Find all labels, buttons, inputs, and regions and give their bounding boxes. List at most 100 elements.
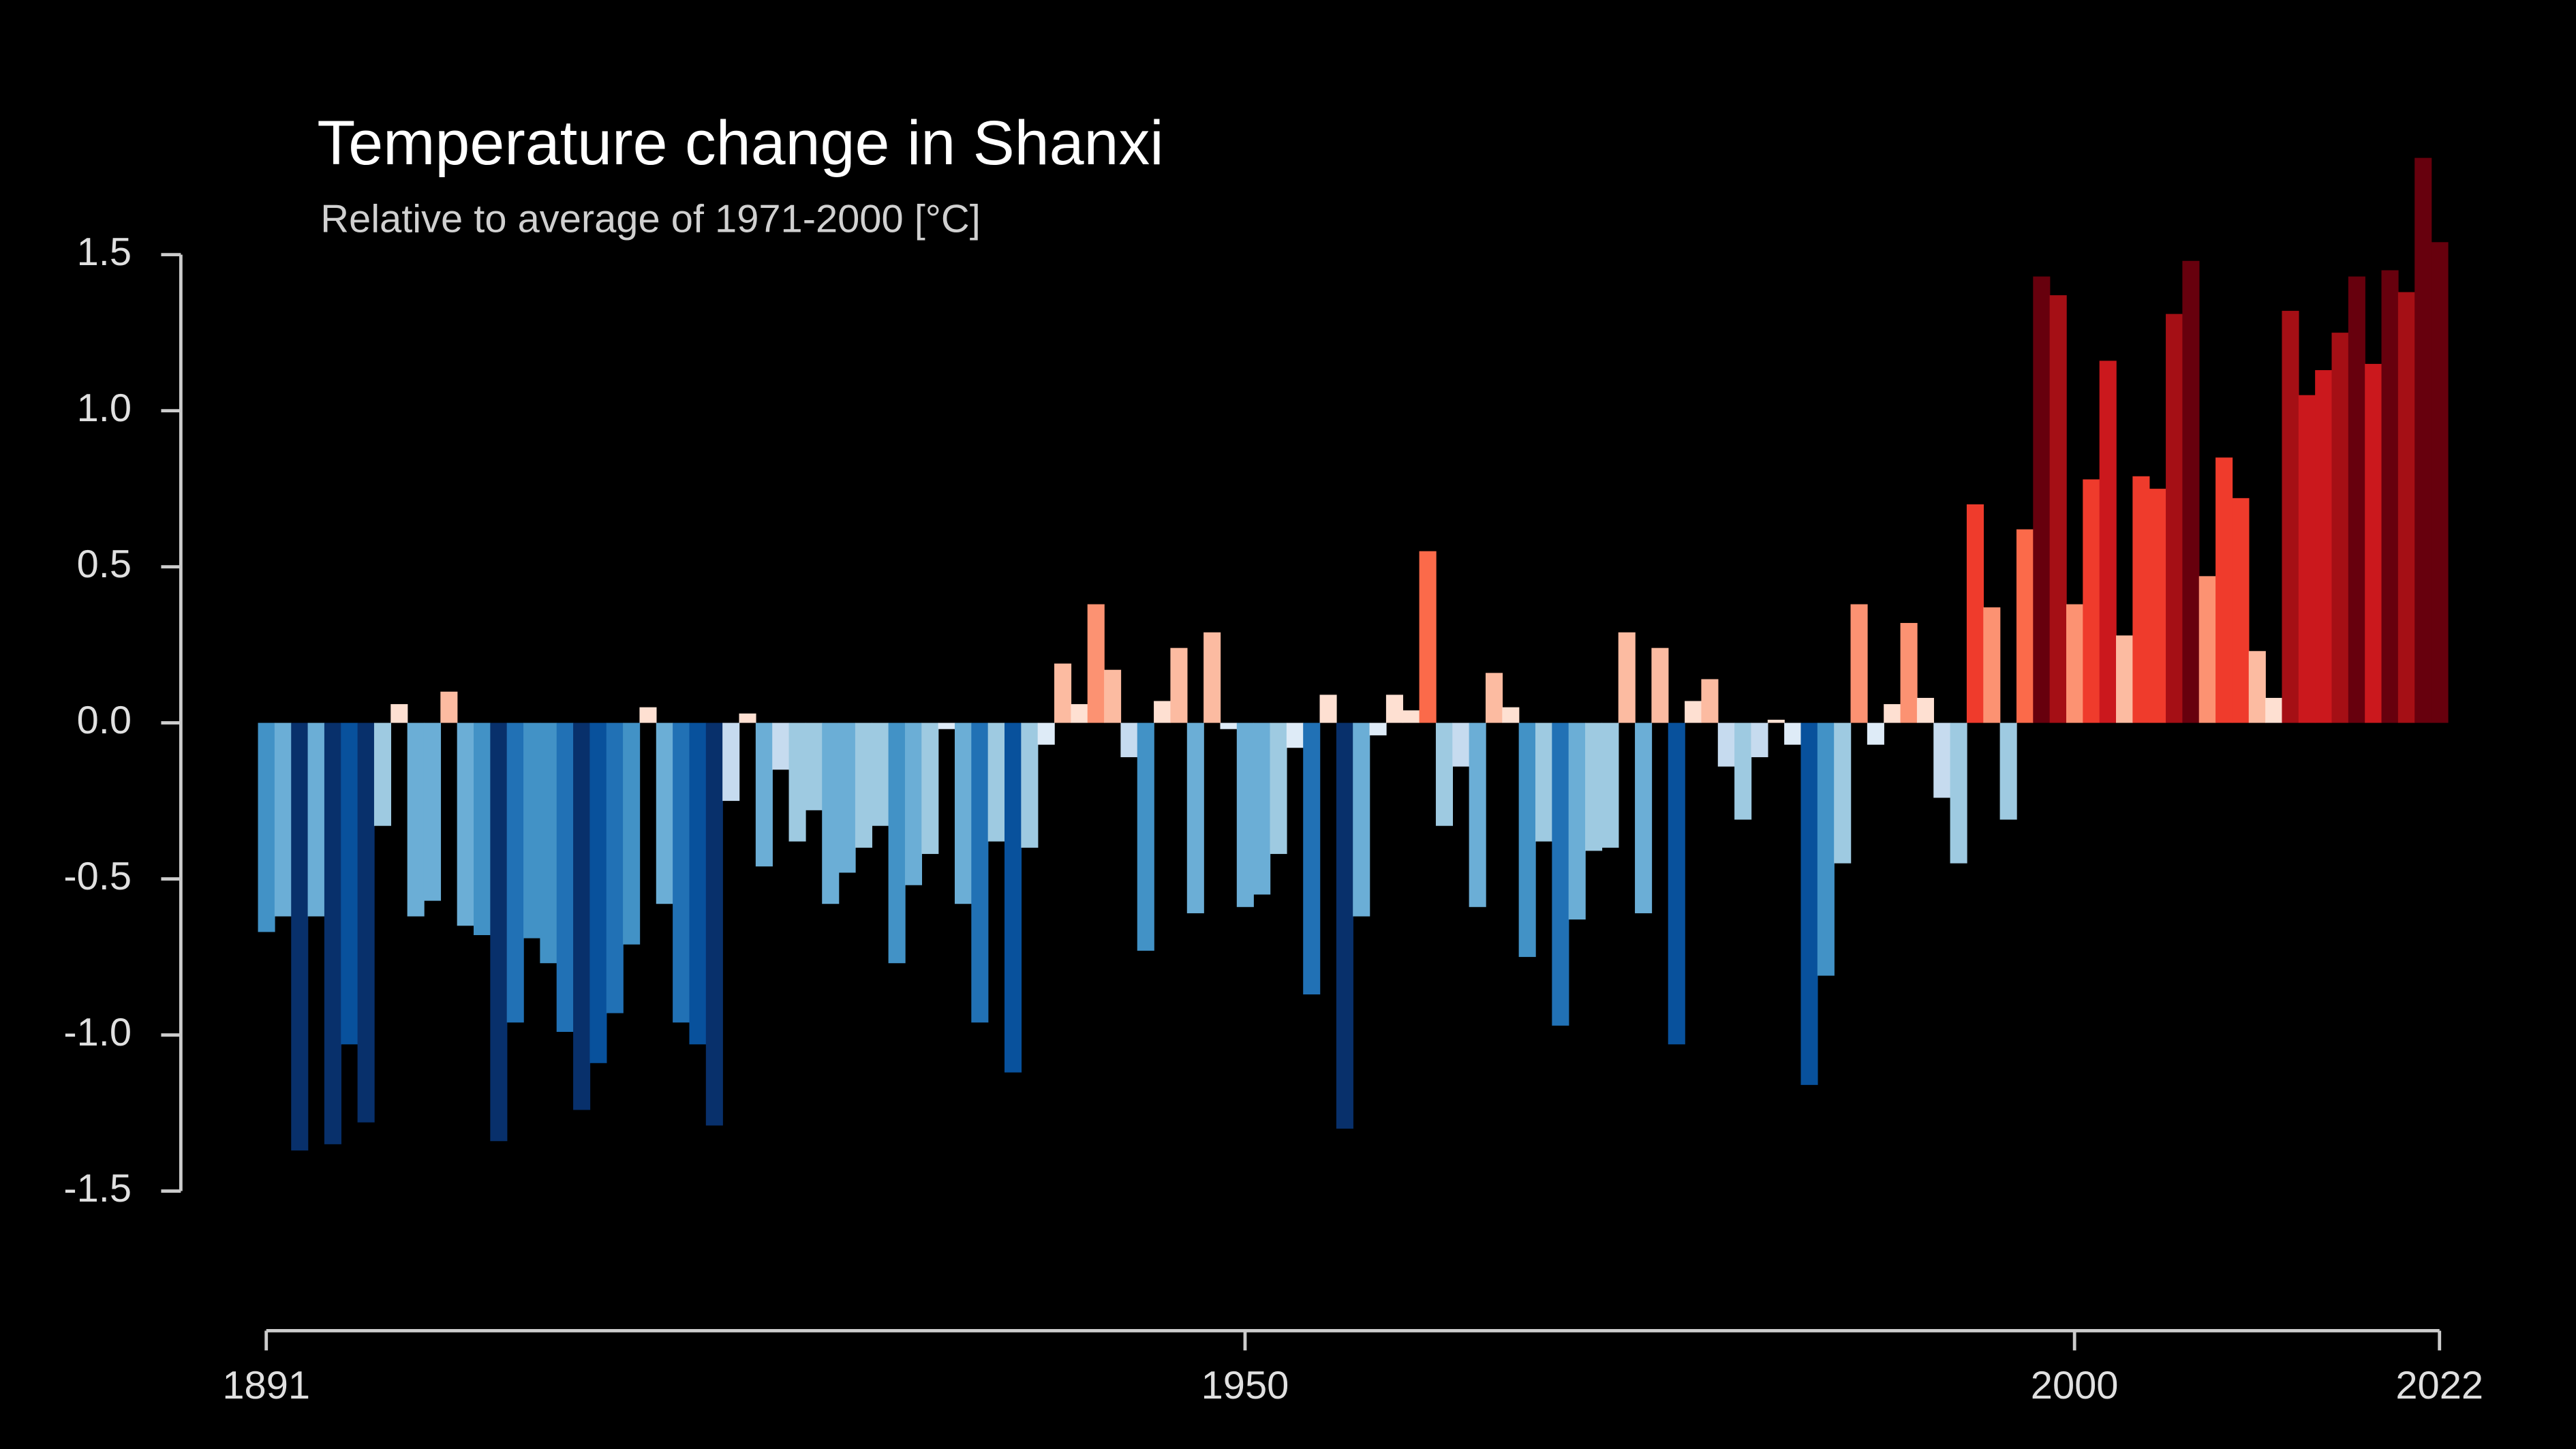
bar (2198, 576, 2216, 723)
bar (822, 722, 840, 904)
bar (2248, 651, 2266, 723)
bar (1834, 722, 1852, 864)
y-tick-label: -0.5 (63, 855, 132, 898)
bar (1485, 673, 1503, 723)
y-tick-label: -1.0 (63, 1011, 132, 1054)
bar (1618, 632, 1636, 723)
bar (2298, 395, 2316, 723)
y-tick-label: 1.5 (77, 230, 132, 274)
bar (739, 713, 756, 723)
bar (1916, 697, 1934, 723)
bar (1303, 722, 1321, 995)
bar (2265, 697, 2283, 723)
bar (1701, 679, 1719, 723)
bar (921, 722, 939, 854)
bar (2116, 635, 2134, 723)
bar (2132, 476, 2150, 723)
bar (2431, 242, 2449, 723)
bar (2365, 363, 2382, 723)
bar (656, 722, 673, 904)
bar (1369, 722, 1387, 735)
bar (1966, 504, 1984, 723)
bar (2182, 260, 2200, 723)
chart-subtitle: Relative to average of 1971-2000 [°C] (320, 198, 981, 241)
bar (2099, 361, 2117, 723)
bar (1767, 720, 1785, 723)
bar (1203, 632, 1221, 723)
bar (1170, 647, 1188, 723)
bar (1104, 669, 1122, 723)
chart-title: Temperature change in Shanxi (317, 108, 1163, 178)
x-tick-label: 2000 (2031, 1364, 2119, 1407)
bar (423, 722, 442, 901)
bar (1502, 707, 1520, 723)
bar (457, 722, 474, 926)
bar (1552, 722, 1569, 1026)
bar (1419, 551, 1437, 723)
bar (1999, 722, 2017, 820)
bar (1220, 722, 1238, 729)
bar (1037, 722, 1055, 745)
bar (1734, 722, 1752, 820)
bar (2215, 457, 2233, 723)
bar (440, 691, 458, 723)
bar (291, 722, 309, 1151)
bar (1087, 604, 1105, 723)
bar (1784, 722, 1802, 745)
bar (1585, 722, 1603, 851)
bar (1402, 710, 1420, 723)
y-tick-label: 0.0 (77, 699, 132, 742)
bar (2232, 498, 2250, 723)
bar (904, 722, 923, 885)
bar (274, 722, 292, 917)
bar (1236, 722, 1254, 907)
bar (954, 722, 972, 904)
y-tick-label: 0.5 (77, 543, 132, 586)
bar (1751, 722, 1768, 757)
bar (1021, 722, 1039, 848)
bar (357, 722, 375, 1123)
bar (407, 722, 425, 917)
bar (1137, 722, 1154, 951)
y-tick-label: 1.0 (77, 386, 132, 430)
bar (1054, 663, 1072, 723)
bar (1518, 722, 1536, 958)
bar (1004, 722, 1022, 1073)
x-tick-label: 1891 (222, 1364, 310, 1407)
y-tick-label: -1.5 (63, 1167, 132, 1210)
bar (390, 704, 408, 723)
bar (307, 722, 325, 917)
x-tick-label: 2022 (2395, 1364, 2483, 1407)
bar (855, 722, 872, 848)
bar (341, 722, 358, 1045)
bar (1336, 722, 1353, 1129)
bar (1385, 695, 1403, 723)
bar (1651, 647, 1669, 723)
bar (987, 722, 1005, 842)
bar (2033, 276, 2051, 723)
bar (1253, 722, 1271, 895)
bar (1950, 722, 1967, 864)
bar (1983, 607, 2001, 723)
bar (971, 722, 989, 1023)
bar (2166, 314, 2183, 723)
bar (2282, 311, 2299, 723)
bar (2149, 489, 2166, 723)
bar (1850, 604, 1868, 723)
bar (2331, 333, 2349, 723)
bar (2381, 270, 2399, 723)
bar (788, 722, 806, 842)
bar (1270, 722, 1287, 854)
bar (1900, 623, 1918, 723)
bar (556, 722, 574, 1032)
bar (705, 722, 723, 1126)
bar (606, 722, 624, 1013)
bar (1685, 701, 1702, 723)
bar (772, 722, 790, 770)
bar (2397, 292, 2415, 723)
bar (1435, 722, 1453, 826)
bar (2315, 370, 2333, 723)
bar (506, 722, 524, 1023)
